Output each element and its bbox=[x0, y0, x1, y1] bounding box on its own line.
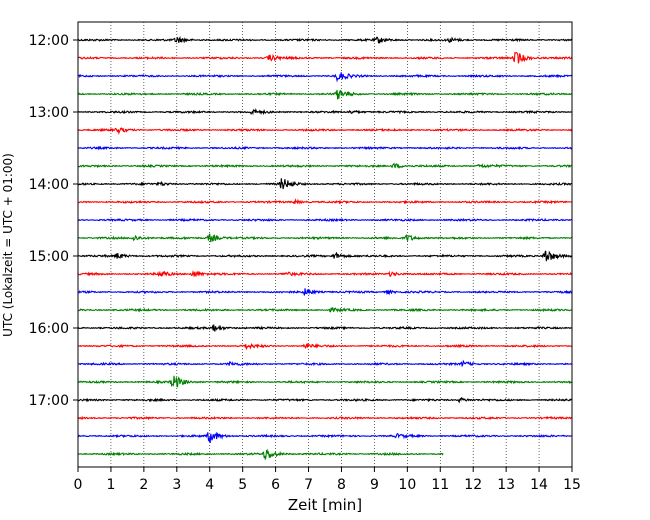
x-tick-label-10: 10 bbox=[398, 477, 416, 493]
x-tick-label-12: 12 bbox=[464, 477, 482, 493]
x-tick-label-13: 13 bbox=[497, 477, 515, 493]
trace-1315 bbox=[77, 127, 573, 136]
trace-1615 bbox=[77, 342, 572, 351]
x-tick-label-15: 15 bbox=[563, 477, 581, 493]
trace-1745 bbox=[77, 448, 444, 460]
trace-1230 bbox=[77, 72, 573, 83]
seismic-traces bbox=[77, 35, 573, 460]
y-tick-label-1200: 12:00 bbox=[29, 33, 69, 49]
trace-1445 bbox=[77, 233, 572, 243]
y-tick-label-1300: 13:00 bbox=[29, 105, 69, 121]
trace-1200 bbox=[77, 35, 573, 45]
trace-1600 bbox=[77, 324, 572, 332]
trace-1630 bbox=[77, 359, 573, 368]
trace-1345 bbox=[77, 162, 573, 169]
trace-1500 bbox=[77, 250, 573, 262]
x-tick-label-6: 6 bbox=[271, 477, 280, 493]
trace-1300 bbox=[77, 107, 572, 116]
plot-frame bbox=[77, 21, 573, 468]
x-axis-label: Zeit [min] bbox=[288, 496, 362, 514]
trace-1430 bbox=[77, 217, 572, 223]
trace-1545 bbox=[77, 307, 572, 313]
trace-1730 bbox=[77, 431, 572, 444]
x-tick-label-5: 5 bbox=[238, 477, 247, 493]
trace-1330 bbox=[77, 145, 572, 151]
y-tick-label-1700: 17:00 bbox=[29, 393, 69, 409]
x-tick-label-1: 1 bbox=[106, 477, 115, 493]
minute-grid bbox=[110, 22, 540, 467]
trace-1215 bbox=[77, 51, 573, 64]
x-axis-ticks: 0 1 2 3 4 5 6 7 8 9 10 11 12 13 14 15 bbox=[74, 467, 581, 493]
y-axis-label: UTC (Lokalzeit = UTC + 01:00) bbox=[1, 153, 15, 337]
y-tick-label-1500: 15:00 bbox=[29, 249, 69, 265]
trace-1715 bbox=[77, 415, 572, 421]
trace-1415 bbox=[77, 198, 572, 205]
trace-1245 bbox=[77, 89, 572, 100]
x-tick-label-0: 0 bbox=[74, 477, 83, 493]
x-tick-label-2: 2 bbox=[139, 477, 148, 493]
trace-1530 bbox=[77, 288, 573, 296]
x-tick-label-7: 7 bbox=[304, 477, 313, 493]
x-tick-label-11: 11 bbox=[431, 477, 449, 493]
x-tick-label-9: 9 bbox=[370, 477, 379, 493]
trace-1700 bbox=[77, 397, 572, 404]
y-tick-label-1600: 16:00 bbox=[29, 321, 69, 337]
y-tick-label-1400: 14:00 bbox=[29, 177, 69, 193]
y-axis-ticks: 12:00 13:00 14:00 15:00 16:00 17:00 bbox=[29, 33, 78, 409]
x-tick-label-14: 14 bbox=[530, 477, 548, 493]
x-tick-label-4: 4 bbox=[205, 477, 214, 493]
trace-1645 bbox=[77, 375, 573, 388]
x-tick-label-3: 3 bbox=[172, 477, 181, 493]
trace-1515 bbox=[77, 270, 573, 278]
x-tick-label-8: 8 bbox=[337, 477, 346, 493]
trace-1400 bbox=[77, 178, 572, 190]
